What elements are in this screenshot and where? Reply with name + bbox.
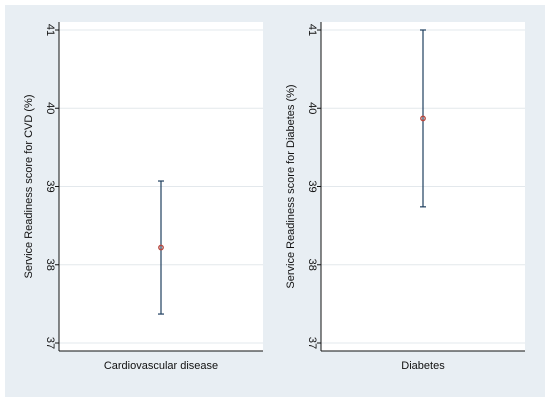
y-tick-label: 40 [306, 102, 318, 114]
y-tick-label: 41 [44, 24, 56, 36]
chart-svg: 37 38 39 40 41 Service Readiness score for CV… [23, 22, 525, 372]
y-axis-title: Service Readiness score for CVD (%) [23, 94, 35, 278]
y-tick-label: 40 [44, 102, 56, 114]
y-tick-label: 38 [44, 259, 56, 271]
y-tick-label: 37 [44, 337, 56, 349]
point-estimate-marker [158, 244, 164, 251]
y-tick-label: 39 [306, 180, 318, 192]
figure: 37 38 39 40 41 Service Readiness score for CV… [5, 5, 545, 397]
chart-panel-1: 37 38 39 40 41 Service Readiness score for CV… [23, 22, 263, 372]
chart-panel-2: 37 38 39 40 41 Service Readiness score for Di… [285, 22, 525, 372]
y-tick-label: 38 [306, 259, 318, 271]
y-tick-label: 37 [306, 337, 318, 349]
x-category-label: Diabetes [401, 360, 445, 372]
x-category-label: Cardiovascular disease [104, 360, 218, 372]
y-axis-title: Service Readiness score for Diabetes (%) [285, 84, 297, 288]
point-estimate-marker [420, 115, 426, 122]
y-tick-label: 39 [44, 180, 56, 192]
y-tick-label: 41 [306, 24, 318, 36]
